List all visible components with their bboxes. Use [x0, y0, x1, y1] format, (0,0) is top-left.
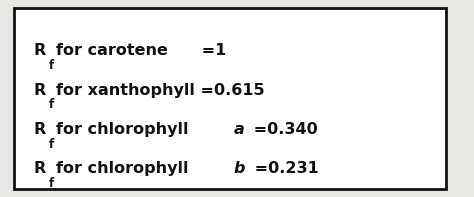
FancyBboxPatch shape: [14, 8, 446, 189]
Text: f: f: [49, 98, 54, 111]
Text: R: R: [33, 122, 46, 137]
Text: for carotene      =1: for carotene =1: [56, 43, 226, 58]
Text: f: f: [49, 177, 54, 190]
Text: for xanthophyll =0.615: for xanthophyll =0.615: [56, 83, 264, 98]
Text: R: R: [33, 161, 46, 176]
Text: for chlorophyll: for chlorophyll: [56, 122, 194, 137]
Text: a: a: [234, 122, 245, 137]
Text: f: f: [49, 138, 54, 151]
Text: R: R: [33, 43, 46, 58]
Text: for chlorophyll: for chlorophyll: [56, 161, 194, 176]
Text: =0.340: =0.340: [248, 122, 318, 137]
Text: b: b: [234, 161, 246, 176]
Text: =0.231: =0.231: [249, 161, 319, 176]
Text: f: f: [49, 59, 54, 72]
Text: R: R: [33, 83, 46, 98]
